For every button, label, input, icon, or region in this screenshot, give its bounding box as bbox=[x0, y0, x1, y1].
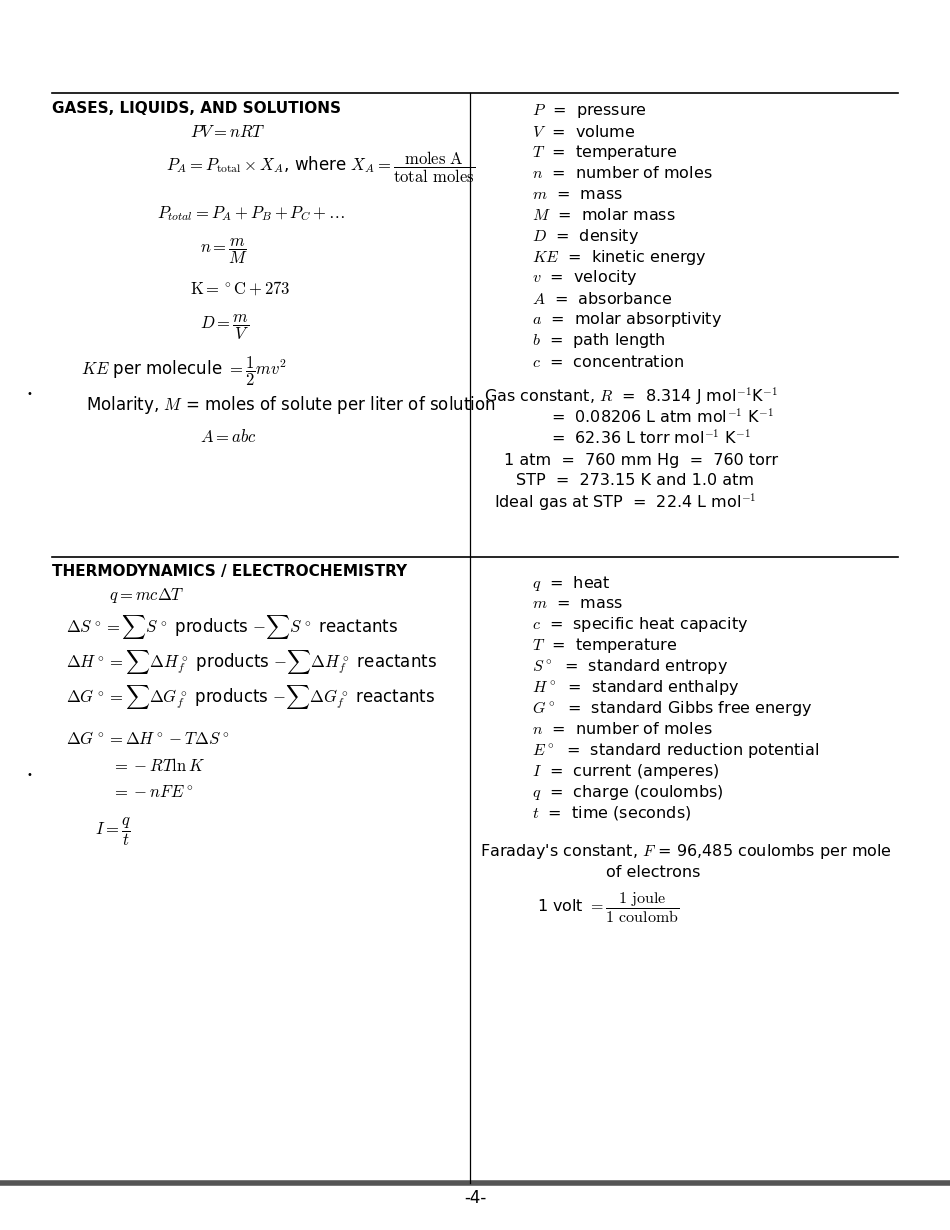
Text: $S^\circ$  =  standard entropy: $S^\circ$ = standard entropy bbox=[532, 657, 728, 677]
Text: $H^\circ$  =  standard enthalpy: $H^\circ$ = standard enthalpy bbox=[532, 678, 739, 697]
Text: $a$  =  molar absorptivity: $a$ = molar absorptivity bbox=[532, 310, 722, 330]
Text: $=  -RT\ln K$: $= -RT\ln K$ bbox=[112, 758, 205, 775]
Text: $A = abc$: $A = abc$ bbox=[200, 428, 256, 445]
Text: $\Delta S^\circ = \sum S^\circ$ products $- \sum S^\circ$ reactants: $\Delta S^\circ = \sum S^\circ$ products… bbox=[66, 614, 399, 641]
Text: $b$  =  path length: $b$ = path length bbox=[532, 331, 666, 351]
Text: $m$  =  mass: $m$ = mass bbox=[532, 597, 623, 611]
Text: $t$  =  time (seconds): $t$ = time (seconds) bbox=[532, 804, 692, 822]
Text: of electrons: of electrons bbox=[606, 865, 700, 879]
Text: $P_A = P_{\mathrm{total}} \times X_A$, where $X_A = \dfrac{\mathrm{moles\ A}}{\m: $P_A = P_{\mathrm{total}} \times X_A$, w… bbox=[166, 150, 475, 184]
Text: $c$  =  specific heat capacity: $c$ = specific heat capacity bbox=[532, 615, 749, 635]
Text: GASES, LIQUIDS, AND SOLUTIONS: GASES, LIQUIDS, AND SOLUTIONS bbox=[52, 101, 341, 116]
Text: Ideal gas at STP  =  22.4 L mol$^{-1}$: Ideal gas at STP = 22.4 L mol$^{-1}$ bbox=[494, 491, 756, 513]
Text: $q$  =  charge (coulombs): $q$ = charge (coulombs) bbox=[532, 782, 724, 802]
Text: $q  =  mc\Delta T$: $q = mc\Delta T$ bbox=[109, 585, 185, 605]
Text: =  62.36 L torr mol$^{-1}$ K$^{-1}$: = 62.36 L torr mol$^{-1}$ K$^{-1}$ bbox=[551, 429, 751, 446]
Text: Gas constant, $R$  =  8.314 J mol$^{-1}$K$^{-1}$: Gas constant, $R$ = 8.314 J mol$^{-1}$K$… bbox=[484, 385, 779, 407]
Text: =  0.08206 L atm mol$^{-1}$ K$^{-1}$: = 0.08206 L atm mol$^{-1}$ K$^{-1}$ bbox=[551, 408, 774, 426]
Text: $I$  =  current (amperes): $I$ = current (amperes) bbox=[532, 761, 719, 781]
Text: $G^\circ$  =  standard Gibbs free energy: $G^\circ$ = standard Gibbs free energy bbox=[532, 699, 812, 718]
Text: $D$  =  density: $D$ = density bbox=[532, 226, 639, 246]
Text: $=  -nFE^\circ$: $= -nFE^\circ$ bbox=[112, 784, 194, 801]
Text: $E^\circ$  =  standard reduction potential: $E^\circ$ = standard reduction potential bbox=[532, 740, 819, 760]
Text: Molarity, $M$ = moles of solute per liter of solution: Molarity, $M$ = moles of solute per lite… bbox=[86, 394, 495, 416]
Text: $q$  =  heat: $q$ = heat bbox=[532, 573, 611, 593]
Text: STP  =  273.15 K and 1.0 atm: STP = 273.15 K and 1.0 atm bbox=[516, 474, 754, 488]
Text: 1 volt $= \dfrac{\text{1 joule}}{\text{1 coulomb}}$: 1 volt $= \dfrac{\text{1 joule}}{\text{1… bbox=[537, 891, 679, 925]
Text: $\mathit{KE}$  =  kinetic energy: $\mathit{KE}$ = kinetic energy bbox=[532, 247, 707, 267]
Text: $\mathrm{K} = {^\circ}\mathrm{C} + 273$: $\mathrm{K} = {^\circ}\mathrm{C} + 273$ bbox=[190, 280, 291, 298]
Text: $m$  =  mass: $m$ = mass bbox=[532, 187, 623, 202]
Text: $V$  =  volume: $V$ = volume bbox=[532, 123, 636, 140]
Text: $P$  =  pressure: $P$ = pressure bbox=[532, 102, 647, 119]
Text: $A$  =  absorbance: $A$ = absorbance bbox=[532, 290, 673, 308]
Text: $M$  =  molar mass: $M$ = molar mass bbox=[532, 207, 675, 224]
Text: $T$  =  temperature: $T$ = temperature bbox=[532, 143, 677, 162]
Text: $v$  =  velocity: $v$ = velocity bbox=[532, 268, 637, 288]
Text: $\Delta G^\circ = \sum \Delta G_f^\circ$ products $- \sum \Delta G_f^\circ$ reac: $\Delta G^\circ = \sum \Delta G_f^\circ$… bbox=[66, 684, 436, 711]
Text: $n$  =  number of moles: $n$ = number of moles bbox=[532, 165, 712, 182]
Text: $\Delta H^\circ = \sum \Delta H_f^\circ$ products $- \sum \Delta H_f^\circ$ reac: $\Delta H^\circ = \sum \Delta H_f^\circ$… bbox=[66, 648, 438, 675]
Text: Faraday's constant, $F$ = 96,485 coulombs per mole: Faraday's constant, $F$ = 96,485 coulomb… bbox=[480, 841, 892, 861]
Text: $PV = nRT$: $PV = nRT$ bbox=[190, 123, 266, 140]
Text: $n$  =  number of moles: $n$ = number of moles bbox=[532, 721, 712, 738]
Text: $P_{\mathit{total}} = P_A + P_B + P_C + \ldots$: $P_{\mathit{total}} = P_A + P_B + P_C + … bbox=[157, 204, 346, 224]
Text: -4-: -4- bbox=[464, 1189, 486, 1207]
Text: $n = \dfrac{m}{M}$: $n = \dfrac{m}{M}$ bbox=[200, 236, 248, 266]
Text: 1 atm  =  760 mm Hg  =  760 torr: 1 atm = 760 mm Hg = 760 torr bbox=[504, 453, 778, 467]
Text: $\mathit{KE}$ per molecule $= \dfrac{1}{2}mv^2$: $\mathit{KE}$ per molecule $= \dfrac{1}{… bbox=[81, 355, 287, 387]
Text: $c$  =  concentration: $c$ = concentration bbox=[532, 353, 684, 370]
Text: $T$  =  temperature: $T$ = temperature bbox=[532, 636, 677, 656]
Text: THERMODYNAMICS / ELECTROCHEMISTRY: THERMODYNAMICS / ELECTROCHEMISTRY bbox=[52, 565, 408, 579]
Text: $\Delta G^\circ = \Delta H^\circ - T\Delta S^\circ$: $\Delta G^\circ = \Delta H^\circ - T\Del… bbox=[66, 731, 230, 748]
Text: •: • bbox=[27, 770, 32, 780]
Text: $I  =  \dfrac{q}{t}$: $I = \dfrac{q}{t}$ bbox=[95, 815, 131, 847]
Text: •: • bbox=[27, 389, 32, 399]
Text: $D = \dfrac{m}{V}$: $D = \dfrac{m}{V}$ bbox=[200, 312, 249, 342]
